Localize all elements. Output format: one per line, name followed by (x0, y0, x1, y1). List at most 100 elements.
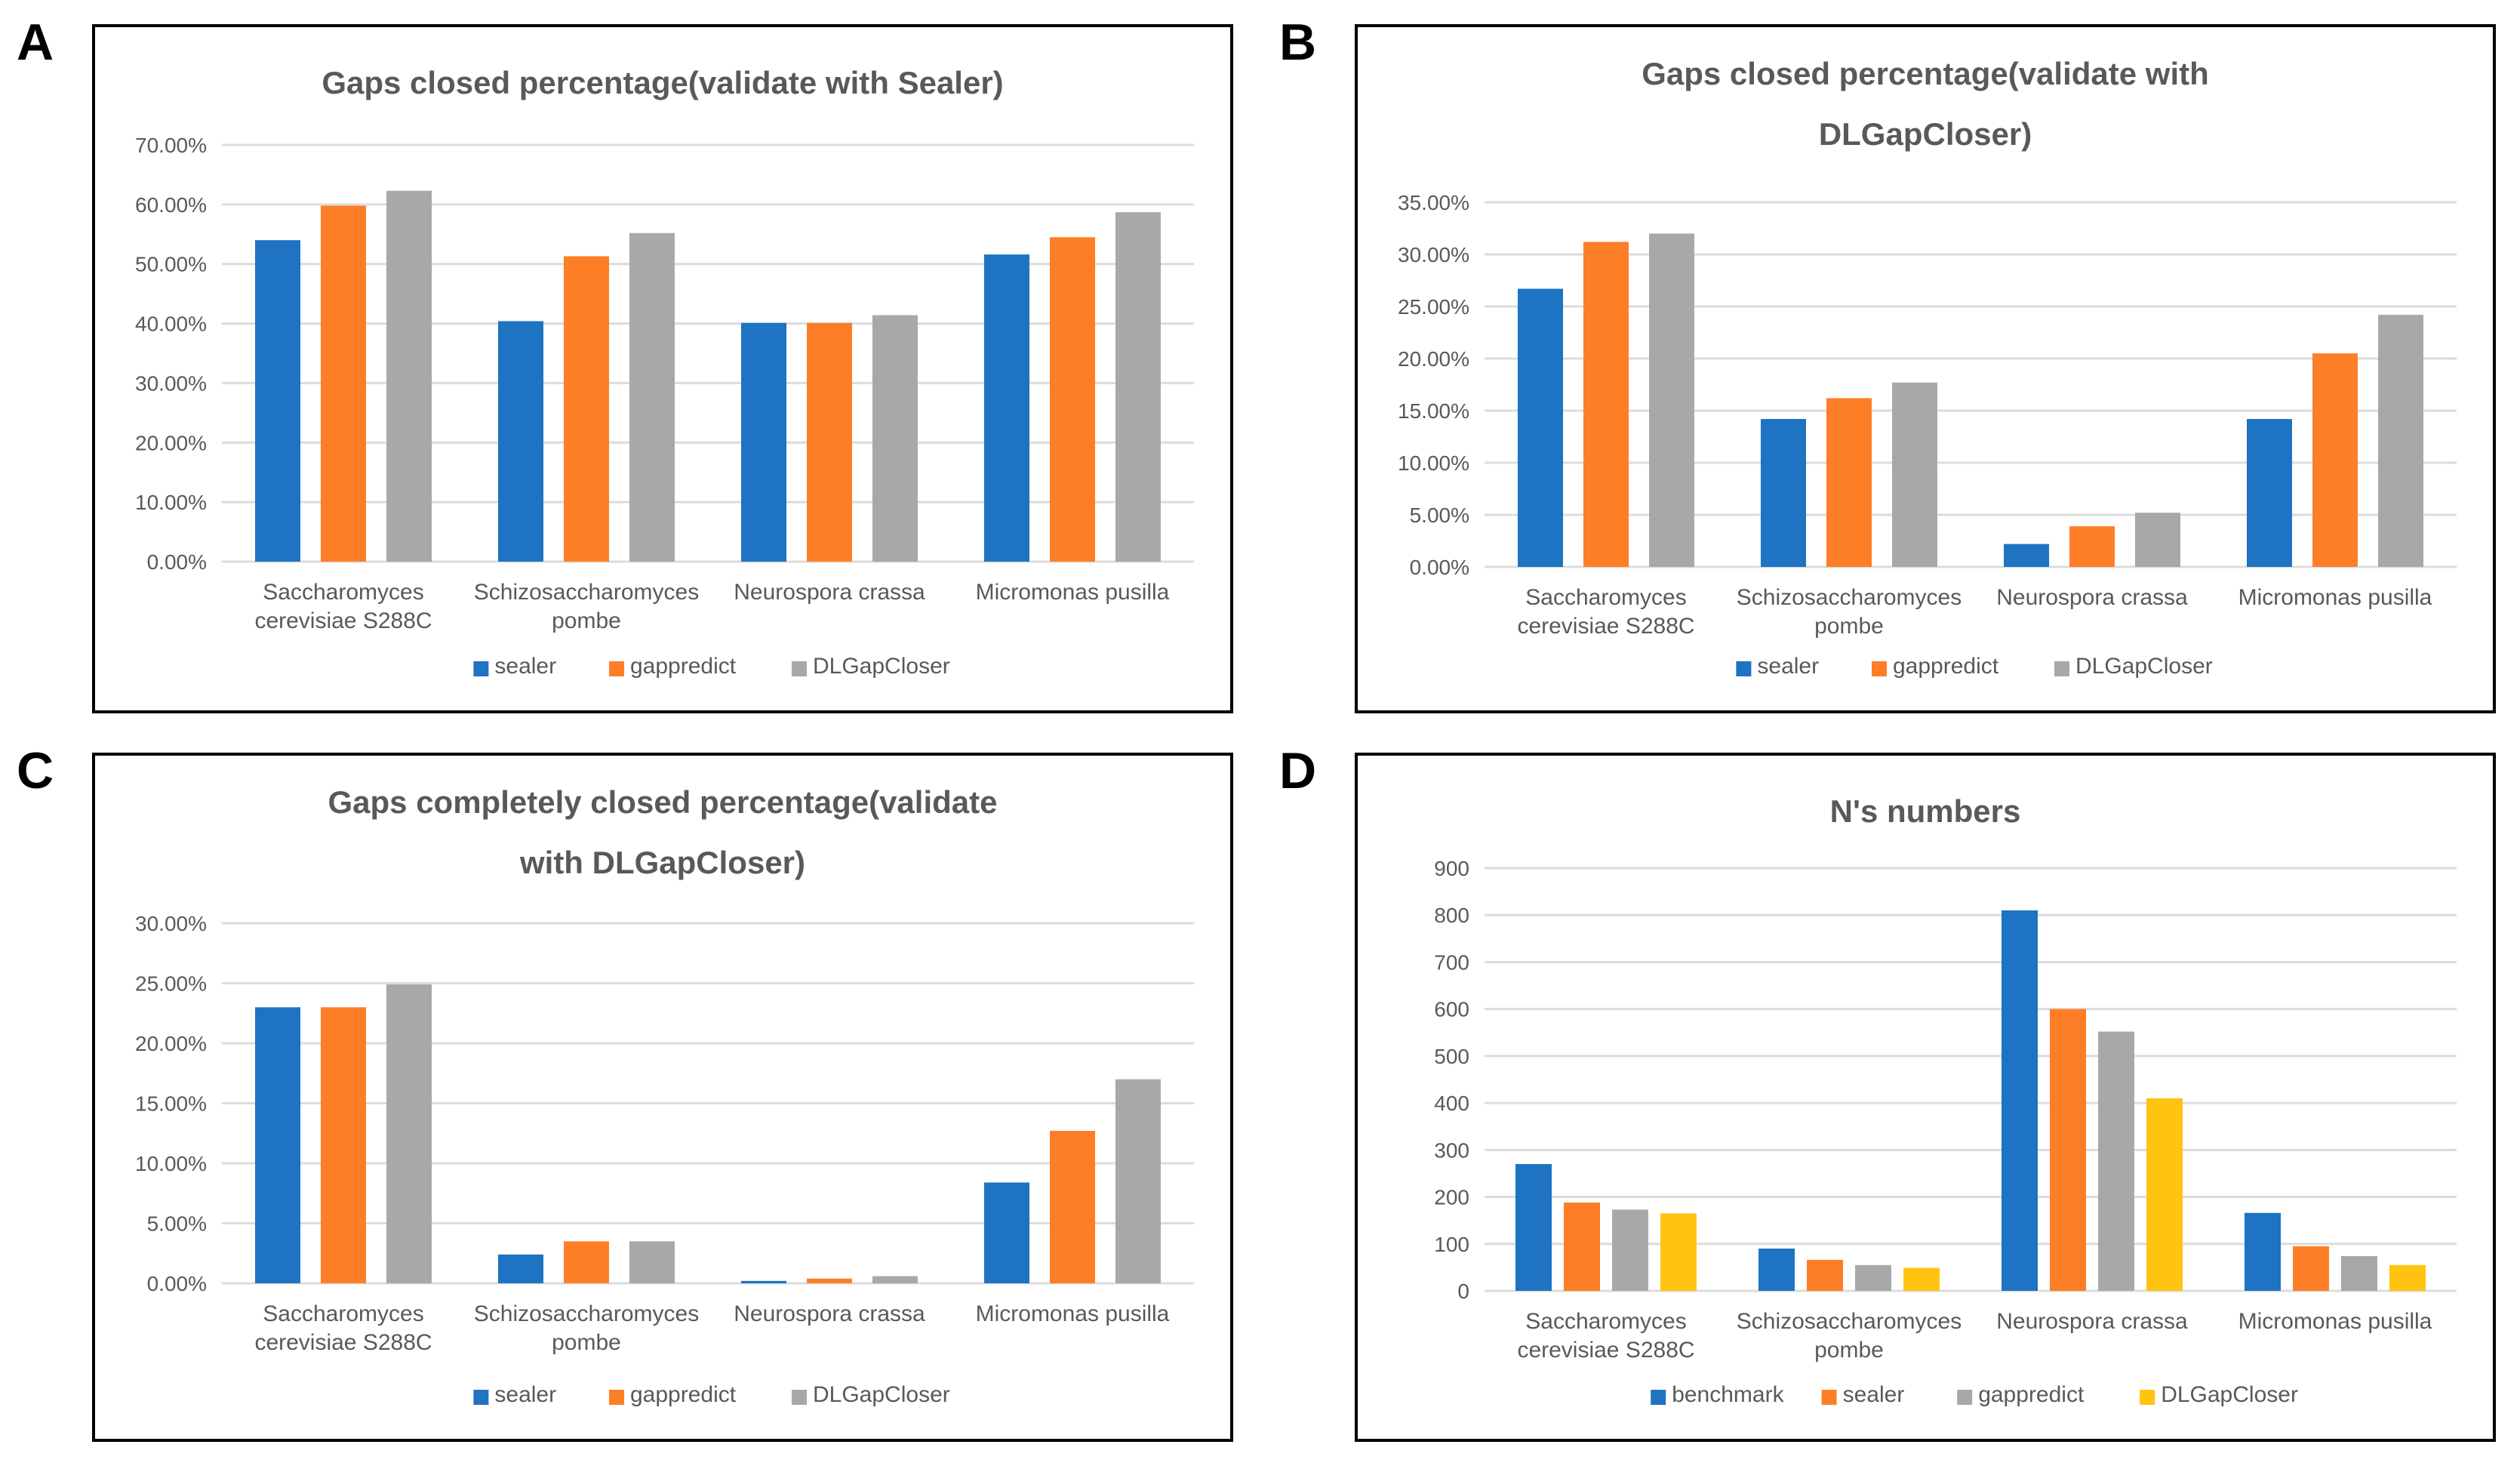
panel-letter-b: B (1279, 14, 1317, 71)
chart-title: Gaps completely closed percentage(valida… (328, 784, 997, 820)
legend-label-benchmark: benchmark (1672, 1382, 1784, 1407)
bar-benchmark-2 (2002, 910, 2038, 1291)
legend-item: DLGapCloser (792, 654, 950, 679)
y-tick-label: 20.00% (1398, 347, 1469, 371)
category-label: Saccharomyces (1525, 585, 1686, 610)
category-label: cerevisiae S288C (254, 1330, 432, 1355)
legend-item: DLGapCloser (2054, 654, 2213, 679)
bar-DLGapCloser-1 (1903, 1267, 1940, 1291)
legend-label-gappredict: gappredict (630, 654, 737, 679)
legend-item: benchmark (1651, 1382, 1785, 1407)
bar-sealer-1 (498, 1254, 543, 1283)
legend-item: sealer (473, 654, 556, 679)
bar-DLGapCloser-1 (1892, 382, 1937, 567)
legend-item: sealer (473, 1382, 556, 1407)
legend-label-DLGapCloser: DLGapCloser (2161, 1382, 2298, 1407)
bar-sealer-0 (1518, 288, 1563, 567)
legend-swatch-sealer (1821, 1390, 1837, 1405)
category-label: cerevisiae S288C (1517, 1338, 1694, 1363)
y-tick-label: 20.00% (135, 1032, 207, 1055)
category-label: Schizosaccharomyces (474, 580, 699, 605)
category-label: Schizosaccharomyces (1737, 585, 1962, 610)
y-tick-label: 30.00% (1398, 243, 1469, 266)
panel-c: Gaps completely closed percentage(valida… (92, 753, 1233, 1442)
chart-title: Gaps closed percentage(validate with (1642, 56, 2209, 91)
legend-label-DLGapCloser: DLGapCloser (813, 654, 950, 679)
y-tick-label: 15.00% (135, 1092, 207, 1116)
legend-swatch-DLGapCloser (2054, 661, 2069, 676)
chart-title: DLGapCloser) (1819, 116, 2032, 152)
bar-DLGapCloser-2 (2146, 1098, 2183, 1291)
bar-sealer-3 (984, 254, 1029, 562)
bar-sealer-2 (741, 1280, 786, 1283)
bar-sealer-3 (2247, 419, 2292, 567)
bar-gappredict-1 (564, 256, 609, 562)
legend-label-DLGapCloser: DLGapCloser (813, 1382, 950, 1407)
panel-letter-a: A (17, 14, 54, 71)
bar-gappredict-3 (1050, 1131, 1095, 1283)
legend-swatch-gappredict (1957, 1390, 1973, 1405)
bar-gappredict-3 (1050, 237, 1095, 562)
chart-title: with DLGapCloser) (519, 845, 805, 880)
legend-label-gappredict: gappredict (630, 1382, 737, 1407)
legend-swatch-DLGapCloser (2140, 1390, 2155, 1405)
y-tick-label: 600 (1434, 998, 1469, 1021)
bar-gappredict-1 (1855, 1264, 1891, 1291)
bar-gappredict-0 (321, 1007, 366, 1283)
category-label: cerevisiae S288C (1517, 614, 1694, 639)
bar-DLGapCloser-2 (2135, 513, 2180, 567)
panel-letter-d: D (1279, 742, 1317, 799)
category-label: Neurospora crassa (734, 1301, 925, 1326)
legend-swatch-gappredict (609, 1390, 624, 1405)
y-tick-label: 35.00% (1398, 191, 1469, 214)
y-tick-label: 900 (1434, 857, 1469, 880)
y-tick-label: 70.00% (135, 134, 207, 157)
y-tick-label: 50.00% (135, 253, 207, 276)
category-label: Saccharomyces (1525, 1309, 1686, 1334)
bar-DLGapCloser-0 (1660, 1213, 1697, 1291)
panel-a: Gaps closed percentage(validate with Sea… (92, 24, 1233, 713)
chart-title: Gaps closed percentage(validate with Sea… (322, 65, 1003, 100)
y-tick-label: 0 (1457, 1280, 1469, 1303)
y-tick-label: 5.00% (1410, 504, 1469, 527)
y-tick-label: 0.00% (147, 1272, 207, 1295)
category-label: Saccharomyces (263, 1301, 423, 1326)
bar-benchmark-0 (1515, 1164, 1552, 1291)
bar-gappredict-1 (564, 1241, 609, 1283)
chart-a-gaps-closed-sealer: Gaps closed percentage(validate with Sea… (135, 65, 1194, 679)
category-label: pombe (1814, 614, 1884, 639)
category-label: cerevisiae S288C (254, 608, 432, 633)
bar-DLGapCloser-0 (1649, 233, 1694, 567)
bar-gappredict-0 (321, 205, 366, 562)
category-label: Neurospora crassa (1996, 1309, 2188, 1334)
legend-label-gappredict: gappredict (1893, 654, 1999, 679)
category-label: Schizosaccharomyces (474, 1301, 699, 1326)
bar-sealer-2 (2050, 1009, 2086, 1291)
legend-swatch-sealer (1736, 661, 1752, 676)
category-label: Micromonas pusilla (976, 580, 1170, 605)
category-label: Neurospora crassa (734, 580, 925, 605)
chart-b-gaps-closed-dlgapcloser: Gaps closed percentage(validate with DLGa… (1398, 56, 2457, 679)
legend-swatch-benchmark (1651, 1390, 1666, 1405)
category-label: pombe (552, 608, 621, 633)
bar-sealer-3 (2293, 1246, 2329, 1291)
legend-item: sealer (1821, 1382, 1904, 1407)
bar-gappredict-1 (1826, 398, 1872, 567)
bar-sealer-3 (984, 1182, 1029, 1283)
legend-label-DLGapCloser: DLGapCloser (2075, 654, 2213, 679)
y-tick-label: 30.00% (135, 912, 207, 935)
bar-gappredict-3 (2341, 1255, 2377, 1291)
bar-DLGapCloser-3 (2389, 1264, 2426, 1291)
y-tick-label: 10.00% (135, 1152, 207, 1175)
panel-d: N's numbers 0 100 200 300 400 500 600 700 800 900 S… (1355, 753, 2496, 1442)
bar-benchmark-3 (2245, 1212, 2281, 1291)
y-tick-label: 10.00% (135, 491, 207, 514)
y-tick-label: 5.00% (147, 1212, 207, 1236)
y-tick-label: 15.00% (1398, 399, 1469, 423)
chart-c-gaps-completely-closed: Gaps completely closed percentage(valida… (135, 784, 1194, 1407)
bar-gappredict-2 (807, 1278, 852, 1283)
bar-sealer-0 (1564, 1203, 1600, 1291)
bar-DLGapCloser-3 (1115, 1079, 1161, 1283)
panel-letter-c: C (17, 742, 54, 799)
y-tick-label: 40.00% (135, 313, 207, 336)
